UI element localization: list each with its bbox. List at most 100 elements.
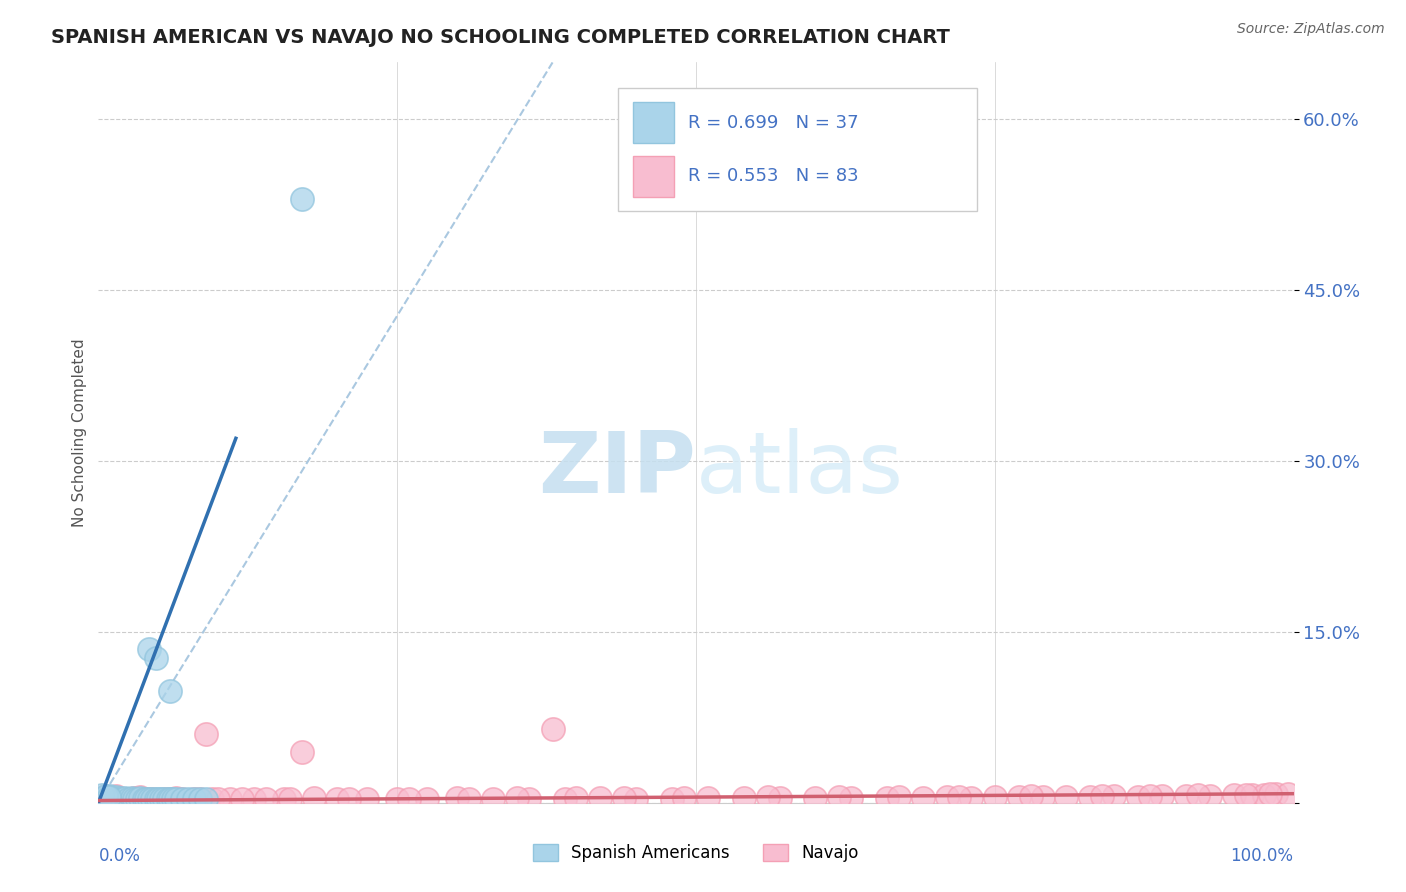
Point [156,792,179,806]
Point [291,192,314,206]
Point [91,788,114,802]
Point [960,791,983,805]
Point [1008,790,1031,805]
Point [398,792,420,806]
Point [768,791,790,805]
Point [94,789,117,803]
Point [841,791,863,805]
Legend: Spanish Americans, Navajo: Spanish Americans, Navajo [526,837,866,869]
Point [124,791,146,805]
Point [153,792,176,806]
Point [188,792,211,806]
Point [165,792,187,806]
Point [111,792,134,806]
Point [195,792,218,806]
Point [188,792,211,806]
Point [183,792,205,806]
Text: R = 0.553   N = 83: R = 0.553 N = 83 [688,168,858,186]
Point [148,792,170,806]
Point [138,792,160,806]
Point [105,792,128,806]
Point [1277,787,1299,801]
Point [114,791,136,805]
Text: 100.0%: 100.0% [1230,847,1294,865]
Point [207,792,229,806]
Point [828,790,851,805]
Point [1080,790,1102,805]
Point [697,791,720,805]
Point [145,792,167,806]
Point [117,792,139,806]
Point [124,792,146,806]
Point [101,792,124,806]
Point [165,791,187,805]
Point [1139,789,1161,803]
Point [135,792,157,806]
Point [733,791,755,805]
Point [1152,789,1174,803]
Point [132,792,155,806]
Point [446,791,468,805]
Point [129,792,152,806]
Bar [633,156,675,196]
Point [613,791,636,805]
Point [149,792,172,806]
Point [948,790,970,805]
Point [356,792,378,806]
Text: SPANISH AMERICAN VS NAVAJO NO SCHOOLING COMPLETED CORRELATION CHART: SPANISH AMERICAN VS NAVAJO NO SCHOOLING … [51,28,949,47]
Point [385,792,409,806]
Point [273,792,295,806]
Point [1019,789,1042,803]
Point [1258,787,1281,801]
Point [138,642,160,657]
Point [111,792,134,806]
Point [98,791,122,805]
Point [756,790,779,805]
Point [219,792,242,806]
Point [159,792,181,806]
Point [1128,790,1150,805]
Point [589,791,612,805]
Point [481,792,505,806]
Point [1234,788,1257,802]
Point [565,791,588,805]
Point [1240,788,1263,802]
Point [1264,787,1286,801]
Point [1187,788,1209,802]
Point [135,792,157,806]
Point [984,790,1007,805]
Point [162,792,184,806]
Text: R = 0.699   N = 37: R = 0.699 N = 37 [688,113,858,131]
Point [1104,789,1126,803]
Point [172,792,194,806]
Point [98,790,121,805]
Point [302,791,325,805]
Point [159,684,181,698]
Y-axis label: No Schooling Completed: No Schooling Completed [72,338,87,527]
Point [105,789,128,803]
Point [416,792,439,806]
Point [98,789,122,803]
Point [876,791,898,805]
Text: ZIP: ZIP [538,428,696,511]
Text: 0.0%: 0.0% [98,847,141,865]
Point [626,792,648,806]
Point [804,791,827,805]
Point [129,791,152,805]
Point [1032,790,1054,805]
Point [93,790,115,805]
Text: Source: ZipAtlas.com: Source: ZipAtlas.com [1237,22,1385,37]
Point [125,792,148,806]
Point [517,792,540,806]
Point [145,651,167,665]
Point [243,792,266,806]
Point [141,792,163,806]
Point [117,792,139,806]
Point [121,791,143,805]
Point [326,792,349,806]
Bar [633,103,675,143]
Point [254,792,277,806]
Point [278,792,301,806]
FancyBboxPatch shape [619,88,977,211]
Point [108,791,131,805]
